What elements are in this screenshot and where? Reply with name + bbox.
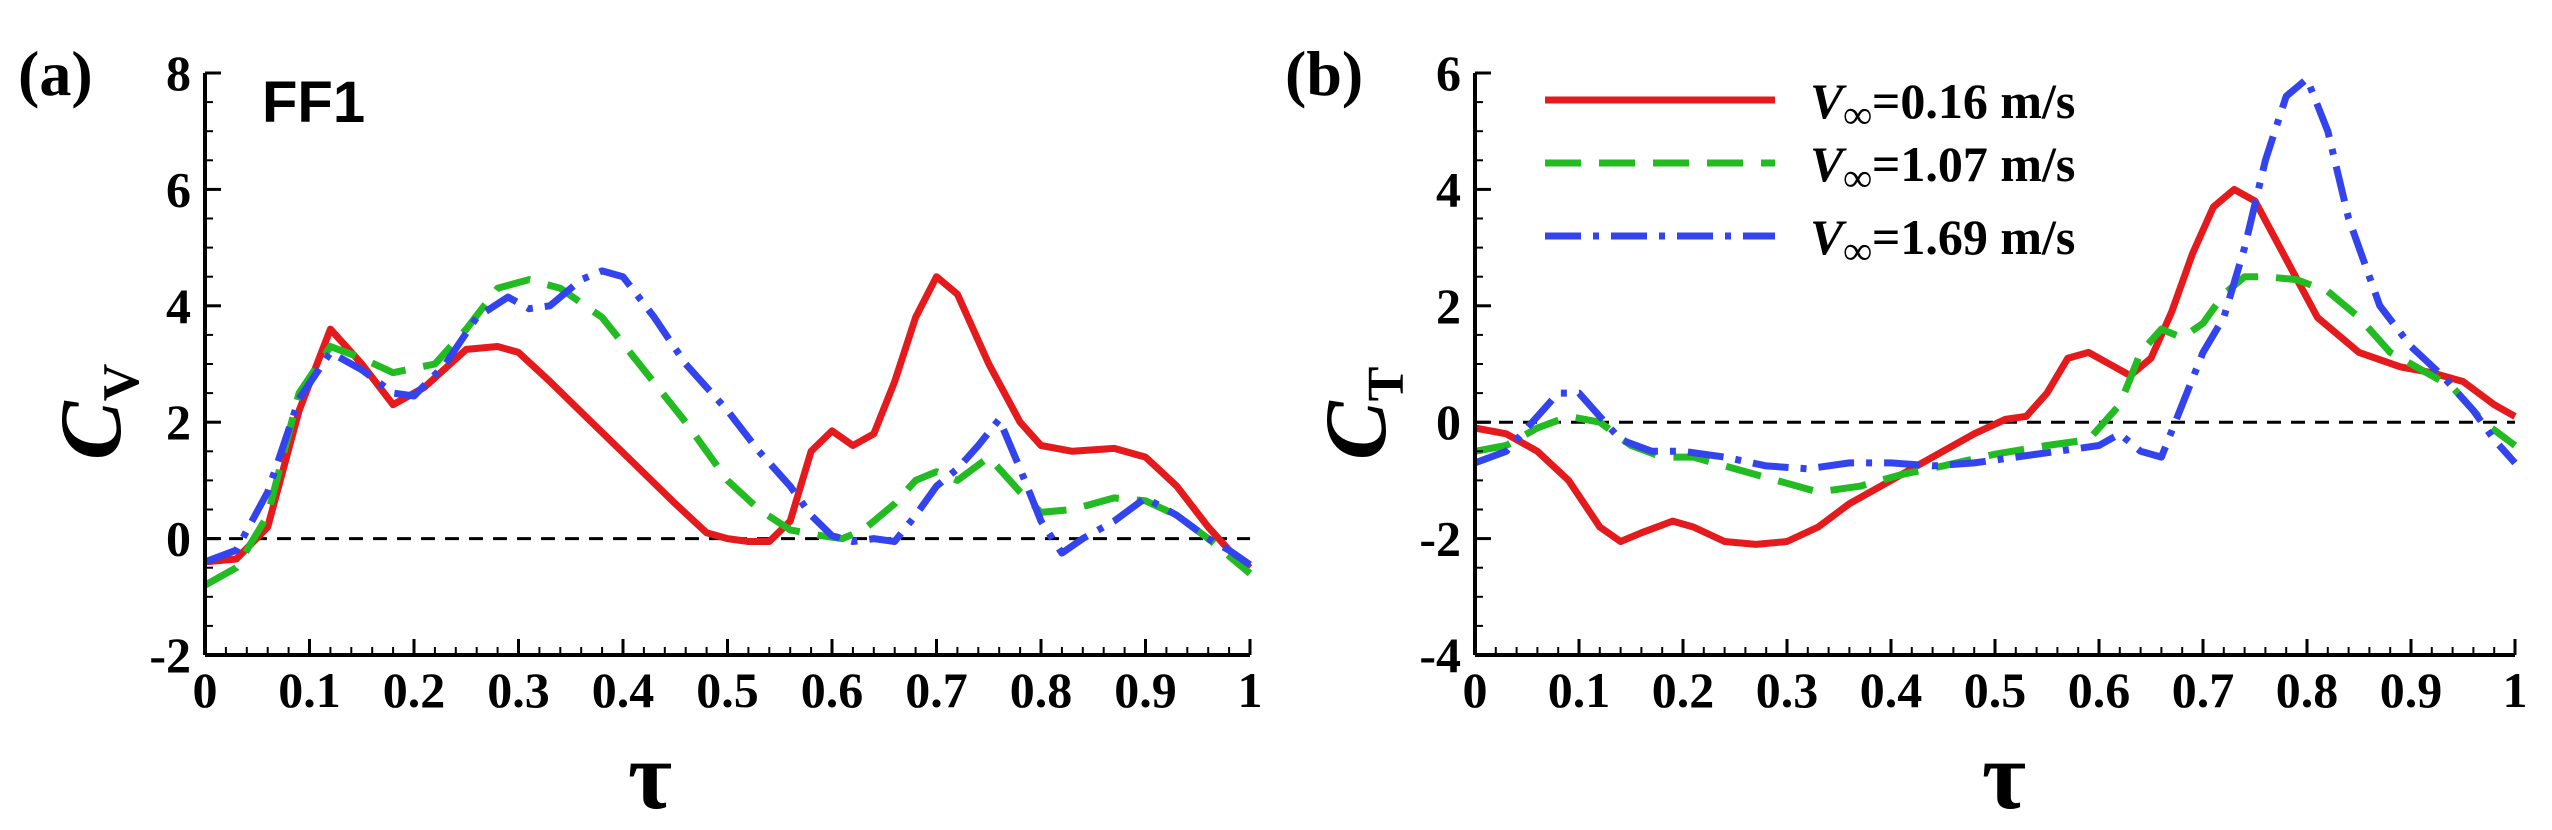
- panel-b-x-tick-label: 0.2: [1652, 662, 1715, 718]
- panel-b-y-axis-label: CT: [1308, 367, 1415, 460]
- panel-a-x-tick-label: 0.8: [1010, 662, 1073, 718]
- panel-b-x-tick-label: 0.7: [2172, 662, 2235, 718]
- panel-a-y-tick-label: 2: [166, 394, 191, 450]
- legend: V∞=0.16 m/s V∞=1.07 m/s V∞=1.69 m/s: [1545, 73, 2075, 273]
- panel-a-series-line-0: [204, 273, 1253, 571]
- panel-b-x-tick-label: 0.3: [1756, 662, 1819, 718]
- panel-b-y-tick-label: 2: [1436, 278, 1461, 334]
- panel-b-y-label-sub: T: [1358, 367, 1415, 402]
- panel-b-label: (b): [1285, 38, 1363, 109]
- panel-a-x-tick-label: 0.7: [905, 662, 968, 718]
- panel-b-series-line-2: [1473, 75, 2518, 473]
- panel-a-x-tick-label: 0.2: [383, 662, 446, 718]
- panel-b-x-tick-label: 0.1: [1548, 662, 1611, 718]
- panel-a-x-tick-label: 0.5: [696, 662, 759, 718]
- panel-b-x-tick-label: 0.9: [2380, 662, 2443, 718]
- panel-a-y-label-main: C: [43, 400, 140, 460]
- legend-entry-0: V∞=0.16 m/s: [1810, 73, 2075, 137]
- panel-b-x-tick-label: 0.6: [2068, 662, 2131, 718]
- panel-a-series-line-1: [203, 276, 1253, 589]
- legend-entry-2: V∞=1.69 m/s: [1810, 209, 2075, 273]
- panel-a-y-label-sub: V: [93, 364, 150, 402]
- panel-a-x-tick-label: 0.4: [592, 662, 655, 718]
- panel-a-series-line-2: [203, 267, 1253, 568]
- panel-a-x-axis-label: τ: [628, 722, 672, 829]
- panel-a-y-tick-label: -2: [149, 627, 191, 683]
- panel-a-x-tick-label: 0.6: [801, 662, 864, 718]
- panel-a-annotation: FF1: [262, 70, 365, 135]
- panel-b-y-tick-label: 4: [1436, 161, 1461, 217]
- panel-b: (b) CT τ V∞=0.16 m/s V∞=1.07 m/s V∞=1.69…: [1285, 38, 2528, 829]
- panel-b-x-tick-label: 0.8: [2276, 662, 2339, 718]
- panel-a-x-tick-label: 0.9: [1114, 662, 1177, 718]
- panel-b-x-axis-label: τ: [1982, 722, 2026, 829]
- panel-b-x-tick-label: 0: [1463, 662, 1488, 718]
- panel-a-y-tick-label: 8: [166, 45, 191, 101]
- panel-b-y-tick-label: 6: [1436, 45, 1461, 101]
- panel-b-x-tick-label: 0.4: [1860, 662, 1923, 718]
- panel-b-y-tick-label: -2: [1419, 511, 1461, 567]
- panel-b-y-tick-label: -4: [1419, 627, 1461, 683]
- panel-b-series-line-0: [1474, 185, 2517, 548]
- panel-a-x-tick-label: 0.1: [278, 662, 341, 718]
- panel-a-x-tick-label: 1: [1238, 662, 1263, 718]
- panel-a-y-tick-label: 0: [166, 511, 191, 567]
- panel-a-label: (a): [18, 38, 93, 109]
- panel-b-x-tick-label: 1: [2503, 662, 2528, 718]
- panel-b-y-tick-label: 0: [1436, 394, 1461, 450]
- panel-a-x-tick-label: 0.3: [487, 662, 550, 718]
- panel-a-y-axis-label: CV: [43, 364, 150, 460]
- panel-a: (a) FF1 CV τ 0 0.1 0.2 0.3 0.4 0.5 0.6 0.7 0.8 0.…: [18, 38, 1263, 829]
- panel-b-y-label-main: C: [1308, 400, 1405, 460]
- panel-a-x-tick-label: 0: [193, 662, 218, 718]
- panel-b-series-line-1: [1474, 273, 2518, 496]
- legend-entry-1: V∞=1.07 m/s: [1810, 136, 2075, 200]
- panel-a-y-tick-label: 6: [166, 161, 191, 217]
- panel-a-y-tick-label: 4: [166, 278, 191, 334]
- panel-b-x-tick-label: 0.5: [1964, 662, 2027, 718]
